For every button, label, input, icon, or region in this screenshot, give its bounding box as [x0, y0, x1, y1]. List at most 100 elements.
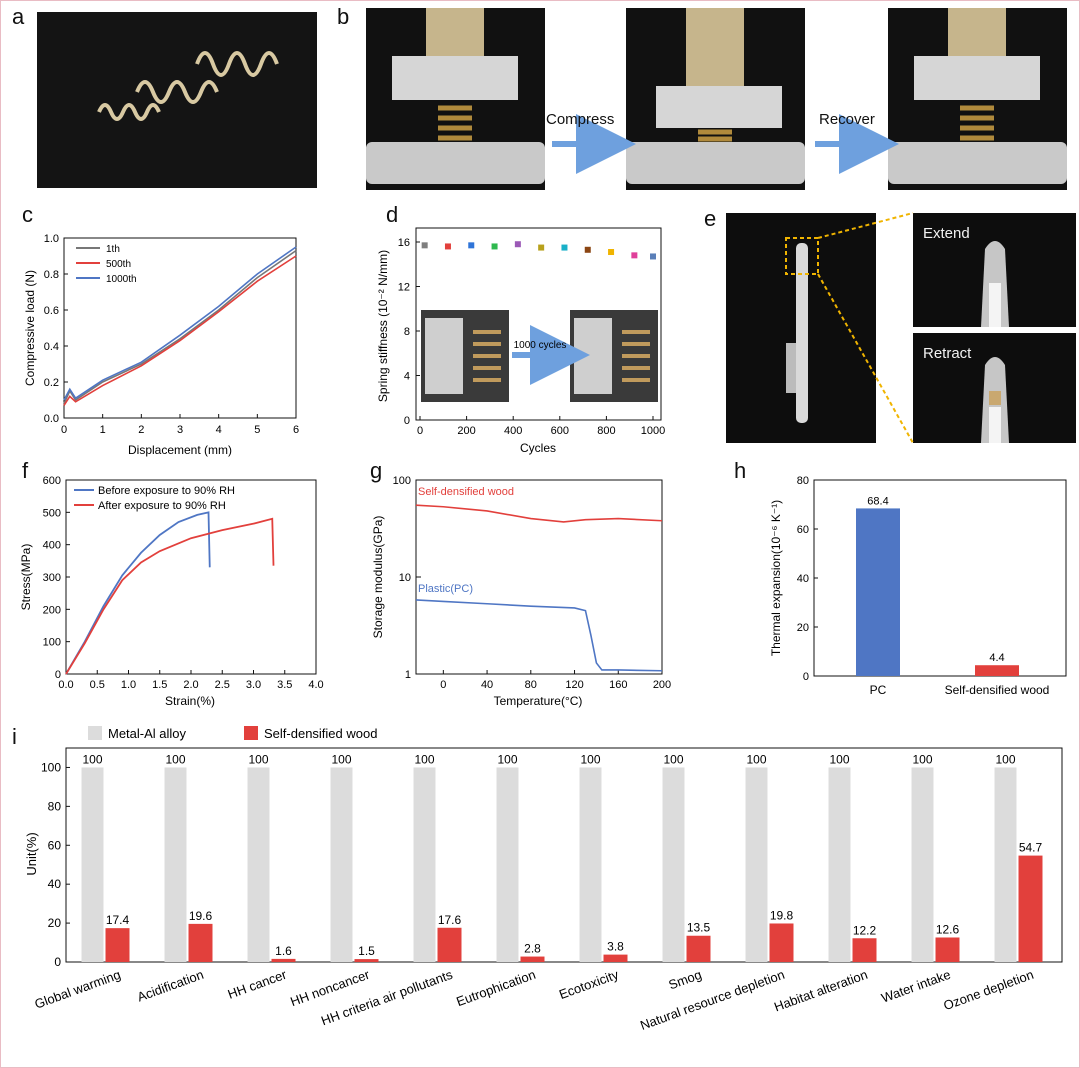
chart-g-xtick-label: 0	[440, 679, 446, 691]
chart-g-xtick-label: 120	[565, 679, 583, 691]
chart-i-ytick-label: 60	[48, 838, 62, 852]
chart-d: Cycles Spring stiffness (10⁻² N/mm) 1000…	[376, 227, 665, 455]
chart-d-point	[468, 242, 475, 249]
chart-i-bar-alloy	[662, 767, 685, 962]
recover-label: Recover	[819, 111, 875, 128]
chart-f-ytick-label: 300	[43, 572, 61, 584]
chart-h: Thermal expansion(10⁻⁶ K⁻¹) 0 20 40 60 80 68.…	[769, 475, 1067, 697]
chart-i-ytick-label: 0	[54, 955, 61, 969]
chart-i-ytick-label: 20	[48, 916, 62, 930]
chart-d-point	[514, 241, 521, 248]
chart-i-bar-label-wood: 12.6	[936, 922, 960, 936]
compress-label: Compress	[546, 111, 614, 128]
chart-i-bar-label-alloy: 100	[580, 752, 600, 766]
chart-i-bar-alloy	[745, 767, 768, 962]
chart-i-bar-label-wood: 12.2	[853, 923, 877, 937]
chart-f-legend-label: Before exposure to 90% RH	[98, 485, 235, 497]
chart-c-ytick-label: 0.6	[44, 305, 59, 317]
chart-g-ytick-label: 100	[393, 475, 411, 487]
chart-f-xtick-label: 3.0	[246, 679, 261, 691]
chart-h-ytick-label: 20	[797, 622, 809, 634]
panel-letter-g: g	[370, 458, 382, 483]
chart-g-ylabel: Storage modulus(GPa)	[371, 516, 385, 639]
zoom-line-bottom	[817, 273, 914, 444]
chart-d-xtick-label: 800	[597, 425, 615, 437]
panel-letter-h: h	[734, 458, 746, 483]
chart-d-xtick-label: 200	[457, 425, 475, 437]
chart-h-ytick-label: 0	[803, 671, 809, 683]
chart-g-series-label: Plastic(PC)	[418, 583, 473, 595]
chart-i-category-label: Eutrophication	[454, 967, 537, 1010]
chart-c-legend-label: 500th	[106, 259, 131, 270]
chart-i-ytick-label: 80	[48, 799, 62, 813]
chart-c-xtick-label: 0	[61, 424, 67, 436]
chart-f-ytick-label: 600	[43, 475, 61, 487]
chart-i-bar-label-wood: 3.8	[607, 940, 624, 954]
chart-i-bar-alloy	[911, 767, 934, 962]
chart-i-bar-alloy	[247, 767, 270, 962]
chart-i-bar-label-alloy: 100	[414, 752, 434, 766]
chart-i-bar-wood	[188, 923, 213, 962]
retract-label: Retract	[923, 345, 972, 362]
chart-d-point	[584, 246, 591, 253]
chart-i-legend-swatch-alloy	[88, 726, 102, 740]
chart-i-bar-alloy	[994, 767, 1017, 962]
chart-f-xtick-label: 0.0	[58, 679, 73, 691]
chart-i-bar-label-alloy: 100	[82, 752, 102, 766]
chart-i-bar-wood	[271, 958, 296, 962]
chart-c-frame	[63, 237, 297, 419]
chart-i-legend-label-alloy: Metal-Al alloy	[108, 726, 187, 741]
chart-d-xtick-label: 400	[504, 425, 522, 437]
chart-d-point	[561, 244, 568, 251]
chart-h-ytick-label: 40	[797, 573, 809, 585]
chart-c-series-line	[63, 255, 297, 406]
chart-h-bar-label: 68.4	[867, 495, 888, 507]
chart-h-category-label: PC	[870, 683, 887, 697]
chart-h-ylabel: Thermal expansion(10⁻⁶ K⁻¹)	[769, 500, 783, 656]
springs-photo	[37, 12, 317, 188]
chart-d-point	[650, 253, 656, 260]
chart-f-series-line	[65, 511, 211, 675]
chart-d-point	[631, 252, 638, 259]
chart-i-bar-label-wood: 13.5	[687, 921, 711, 935]
chart-g-xtick-label: 40	[481, 679, 493, 691]
chart-c-series-line	[63, 249, 297, 404]
pen-extend-drawing	[981, 241, 1009, 327]
zoom-line-top	[817, 212, 914, 239]
chart-i-category-label: Ozone depletion	[941, 967, 1035, 1013]
chart-g-xtick-label: 160	[609, 679, 627, 691]
chart-f-ylabel: Stress(MPa)	[19, 544, 33, 611]
chart-d-point	[491, 243, 498, 250]
chart-d-ytick-label: 8	[404, 326, 410, 338]
chart-i-ytick-label: 40	[48, 877, 62, 891]
panel-letter-e: e	[704, 206, 716, 231]
chart-i-bar-label-alloy: 100	[829, 752, 849, 766]
chart-i-bar-wood	[935, 937, 960, 962]
panel-letter-f: f	[22, 458, 29, 483]
chart-f-xtick-label: 3.5	[277, 679, 292, 691]
chart-i-bar-alloy	[164, 767, 187, 962]
chart-d-ytick-label: 12	[398, 282, 410, 294]
chart-c-xtick-label: 6	[293, 424, 299, 436]
chart-f-xtick-label: 2.5	[215, 679, 230, 691]
chart-f: Strain(%) Stress(MPa) 0.0 0.5 1.0 1.5 2.0 2.5…	[19, 475, 324, 708]
chart-f-ytick-label: 100	[43, 637, 61, 649]
chart-f-ytick-label: 200	[43, 604, 61, 616]
chart-c-xtick-label: 5	[254, 424, 260, 436]
pen-drawing	[786, 243, 808, 423]
chart-g-series-label: Self-densified wood	[418, 486, 514, 498]
press-initial-drawing	[366, 8, 545, 184]
chart-d-xlabel: Cycles	[520, 441, 556, 455]
chart-d-xtick-label: 1000	[641, 425, 665, 437]
chart-i-bar-alloy	[579, 767, 602, 962]
chart-c-xlabel: Displacement (mm)	[128, 443, 232, 457]
chart-i-bar-label-alloy: 100	[995, 752, 1015, 766]
chart-f-xtick-label: 4.0	[308, 679, 323, 691]
chart-d-xtick-label: 600	[551, 425, 569, 437]
chart-d-point	[444, 243, 451, 250]
chart-d-frame	[415, 227, 662, 421]
inset-spring-before	[421, 310, 509, 402]
chart-i-bar-label-alloy: 100	[248, 752, 268, 766]
chart-f-xlabel: Strain(%)	[165, 694, 215, 708]
chart-g-xlabel: Temperature(°C)	[494, 694, 583, 708]
